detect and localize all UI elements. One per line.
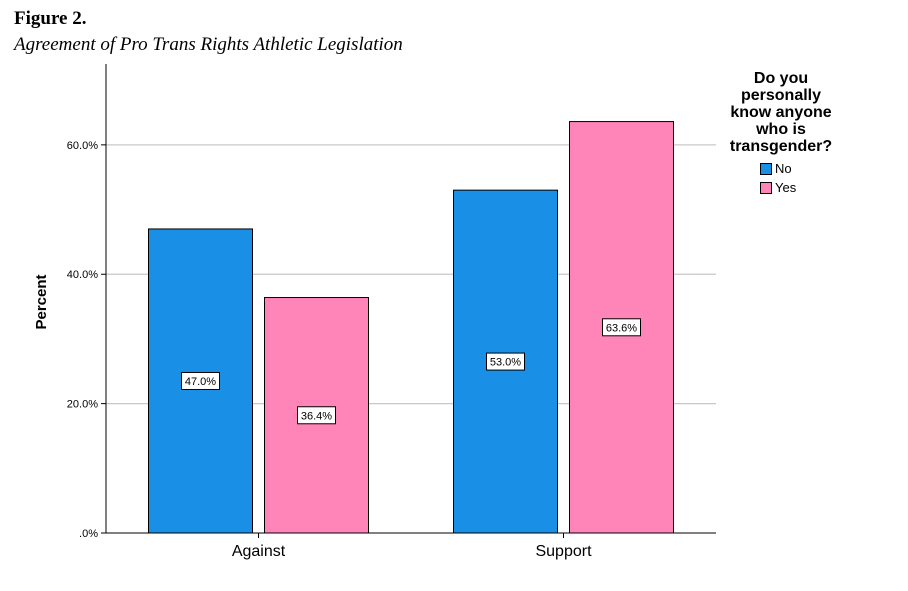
legend-item-yes: Yes xyxy=(760,178,842,197)
x-category-label: Support xyxy=(535,543,592,560)
legend-title-line: who is xyxy=(756,121,806,138)
data-label-box xyxy=(181,371,220,390)
data-label: 36.4% xyxy=(301,410,332,422)
legend-item-no: No xyxy=(760,159,842,178)
figure-title: Agreement of Pro Trans Rights Athletic L… xyxy=(14,34,403,55)
data-label: 53.0% xyxy=(490,357,521,369)
x-category-label: Against xyxy=(232,543,286,560)
bars xyxy=(148,121,674,534)
legend-title-line: personally xyxy=(740,87,822,104)
legend-title-line: Do you xyxy=(753,70,809,87)
legend-title: Do you personally know anyone who is tra… xyxy=(720,70,842,155)
legend-label-no: No xyxy=(775,161,792,176)
y-tick-label: 20.0% xyxy=(67,399,98,411)
data-label-box xyxy=(602,318,641,337)
legend-title-line: know anyone xyxy=(730,104,832,121)
data-labels: 47.0% 36.4% 53.0% 63.6% xyxy=(181,318,641,425)
y-tick-label: 40.0% xyxy=(67,269,98,281)
legend-label-yes: Yes xyxy=(775,180,797,195)
y-axis-label: Percent xyxy=(33,274,50,329)
data-label: 47.0% xyxy=(185,376,216,388)
data-label: 63.6% xyxy=(606,322,637,334)
legend-title-line: transgender? xyxy=(729,138,833,155)
data-label-box xyxy=(297,406,336,425)
y-tick-label: 60.0% xyxy=(67,140,98,152)
data-label-box xyxy=(486,352,525,371)
legend-swatch-yes xyxy=(760,181,772,194)
legend-swatch-no xyxy=(760,162,772,175)
legend: Do you personally know anyone who is tra… xyxy=(720,70,842,197)
figure-label: Figure 2. xyxy=(14,8,87,29)
y-tick-label: .0% xyxy=(79,528,98,540)
